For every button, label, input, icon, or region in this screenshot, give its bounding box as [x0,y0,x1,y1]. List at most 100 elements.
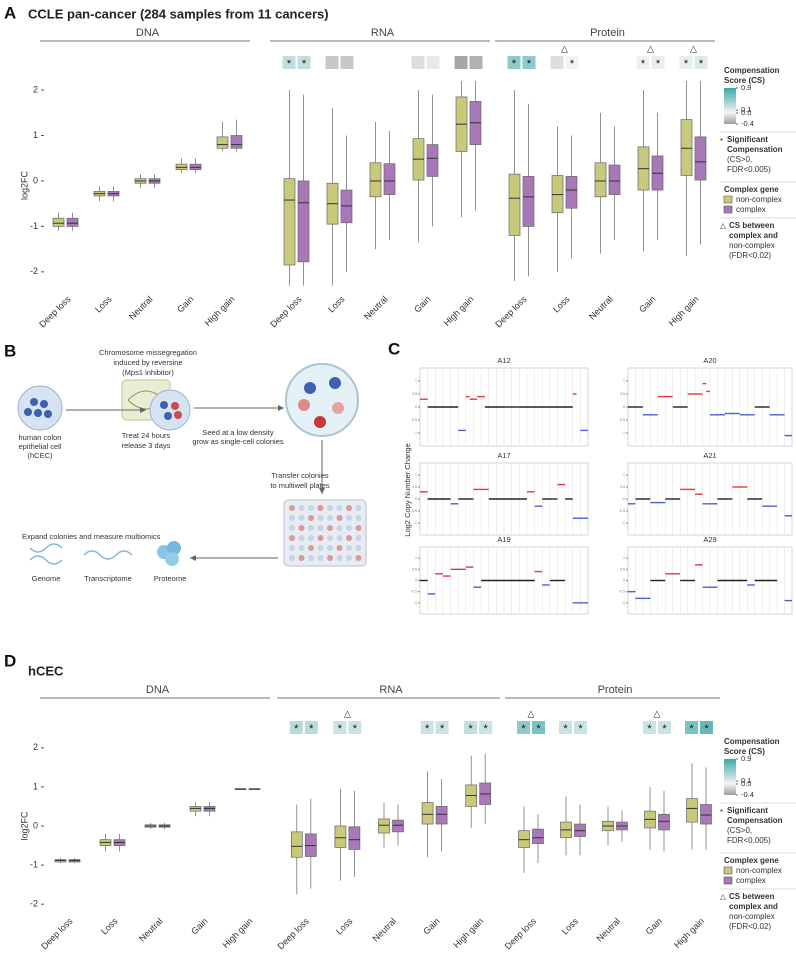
box [348,826,361,850]
box [680,119,693,176]
cs-tile [651,56,665,69]
colony [298,399,310,411]
cs-tile [574,721,587,734]
diagram-text: Genome [32,574,61,583]
well [298,525,305,531]
well [317,525,324,531]
colony [304,382,316,394]
y-tick-label: -0.5 [411,418,417,422]
cs-tile [532,721,545,734]
well [327,545,333,551]
cs-difference: △ [647,43,654,53]
cs-tile [565,56,579,69]
cs-tile [304,721,318,734]
cs-star: * [704,723,709,735]
well [327,535,333,541]
y-tick-label: 1 [33,130,38,140]
x-tick-label: Neutral [371,916,399,944]
box [230,135,243,149]
well [308,515,314,521]
cs-tick-label: 0.0 [741,779,751,788]
cell-icon [30,398,38,406]
cnv-title: A29 [703,535,716,544]
panel-title: hCEC [28,663,64,678]
legend-text: (FDR<0.02) [729,251,771,260]
well [298,515,305,521]
legend-text: non-complex [729,241,775,250]
cell-icon [149,389,191,431]
legend-title: Complex gene [724,185,779,194]
y-tick-label: -0.5 [619,418,625,422]
y-tick-label: 0 [623,578,625,582]
x-tick-label: Deep loss [268,294,304,330]
diagram-text: release 3 days [122,441,171,450]
cs-tick-label: 0.1 [741,105,751,114]
diagram-text: Transcriptome [84,574,132,583]
cs-star: * [469,723,474,735]
plate-icon [283,499,367,567]
cs-tile [550,56,564,69]
cell-icon [174,411,182,419]
colony [329,377,341,389]
cs-tile [700,721,713,734]
colony [314,416,326,428]
cell-icon [160,401,168,409]
y-tick-label: 0 [623,405,625,409]
cs-tick-label: 0.9 [741,754,751,763]
legend-title: Score (CS) [724,747,765,756]
x-tick-label: Gain [189,916,210,937]
workflow-diagram [17,363,367,567]
cs-tile [282,56,296,69]
y-tick-label: 1 [623,379,625,383]
legend-title: Complex gene [724,856,779,865]
legend-label: non-complex [736,866,782,875]
y-tick-label: -1 [622,521,625,525]
cs-star: * [425,723,430,735]
cs-star: * [662,723,667,735]
facet-title: RNA [379,684,403,696]
cs-tile [297,56,311,69]
cnv-title: A17 [497,451,510,460]
legend-text: FDR<0.005) [727,836,771,845]
diagram-text: grow as single-cell colonies [192,437,284,446]
diagram-text: (hCEC) [27,451,53,460]
facet-title: DNA [146,684,170,696]
legend-swatch [723,195,733,204]
box [686,798,698,823]
diagram-text: (Mps1 inhibitor) [122,368,174,377]
x-tick-label: Neutral [137,916,165,944]
box [565,176,578,209]
x-tick-label: Gain [421,916,442,937]
legend-text: non-complex [729,912,775,921]
x-tick-label: High gain [672,916,706,950]
cs-tile [685,721,698,734]
legend-symbol: △ [720,892,726,901]
cs-tile [289,721,303,734]
well [336,525,343,531]
cs-star: * [656,58,661,70]
legend-label: non-complex [736,195,782,204]
x-tick-label: Loss [551,294,572,315]
well [289,525,295,531]
legend-title: Compensation [727,145,783,154]
cs-difference: △ [561,43,568,53]
well [355,545,362,551]
cs-tile [643,721,656,734]
y-tick-label: 1 [415,473,417,477]
cs-tile [636,56,650,69]
diagram-text: Transfer colonies [271,471,328,480]
box [297,180,310,263]
y-tick-label: -0.5 [619,509,625,513]
x-tick-label: Neutral [587,294,615,322]
well [298,535,305,541]
y-tick-label: -1 [30,859,38,869]
well [317,515,324,521]
legend-title: Compensation [724,737,780,746]
genome-icon [29,543,63,565]
facet-title: RNA [371,27,395,39]
box [290,831,303,858]
legend-text: (FDR<0.02) [729,922,771,931]
well [298,505,305,511]
legend-title: CS between [729,892,774,901]
proteome-icon [165,552,179,566]
